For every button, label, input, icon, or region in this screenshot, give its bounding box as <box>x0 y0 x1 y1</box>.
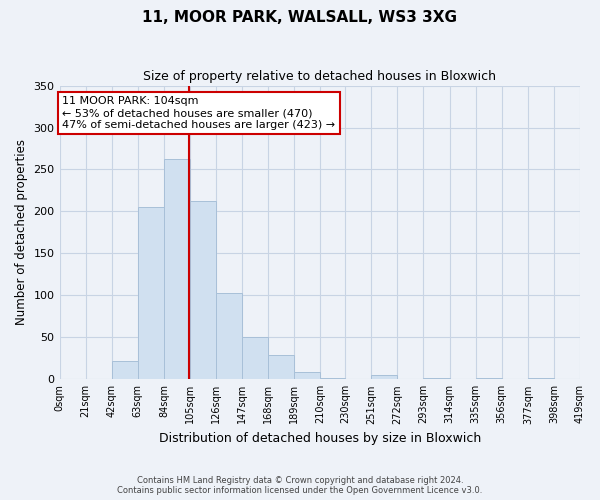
Bar <box>112 361 138 380</box>
Bar <box>320 378 345 380</box>
Bar <box>242 338 268 380</box>
Bar <box>190 200 216 380</box>
Bar <box>295 372 320 380</box>
Bar <box>268 355 295 380</box>
Bar <box>216 293 242 380</box>
Title: Size of property relative to detached houses in Bloxwich: Size of property relative to detached ho… <box>143 70 496 83</box>
Text: Contains HM Land Registry data © Crown copyright and database right 2024.
Contai: Contains HM Land Registry data © Crown c… <box>118 476 482 495</box>
Bar <box>138 208 164 380</box>
Bar <box>528 378 554 380</box>
Bar <box>424 378 449 380</box>
Bar <box>476 378 502 380</box>
Bar <box>164 158 190 380</box>
Y-axis label: Number of detached properties: Number of detached properties <box>15 140 28 326</box>
X-axis label: Distribution of detached houses by size in Bloxwich: Distribution of detached houses by size … <box>158 432 481 445</box>
Text: 11 MOOR PARK: 104sqm
← 53% of detached houses are smaller (470)
47% of semi-deta: 11 MOOR PARK: 104sqm ← 53% of detached h… <box>62 96 335 130</box>
Text: 11, MOOR PARK, WALSALL, WS3 3XG: 11, MOOR PARK, WALSALL, WS3 3XG <box>143 10 458 25</box>
Bar <box>371 375 397 380</box>
